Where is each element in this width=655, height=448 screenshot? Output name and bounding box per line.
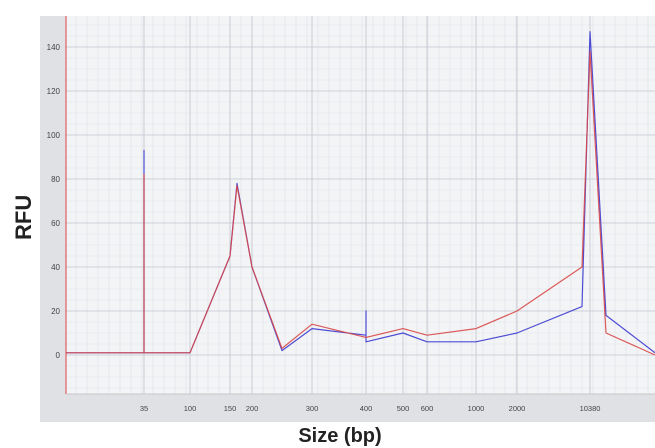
x-tick-label: 400 [360,404,373,413]
y-tick-label: 20 [51,307,60,316]
x-tick-labels: 35 100 150 200 300 400 500 600 1000 2000 10380 [140,404,601,413]
y-tick-label: 120 [47,87,61,96]
y-tick-label: 100 [47,131,61,140]
y-tick-label: 0 [56,351,61,360]
x-tick-label: 300 [306,404,319,413]
x-tick-label: 500 [397,404,410,413]
y-axis-label: RFU [11,194,36,240]
series-layer [66,31,655,356]
x-axis-label: Size (bp) [298,425,382,447]
y-tick-label: 140 [47,43,61,52]
x-tick-label: 10380 [580,404,601,413]
x-axis-band [66,394,655,422]
x-tick-label: 200 [246,404,259,413]
y-tick-labels: 0 20 40 60 80 100 120 140 [47,43,61,360]
y-tick-label: 80 [51,175,60,184]
plot-background [66,16,655,394]
major-gridlines [66,16,655,394]
y-tick-label: 60 [51,219,60,228]
x-tick-label: 150 [224,404,237,413]
red-trace [66,50,655,356]
x-tick-label: 600 [421,404,434,413]
x-tick-label: 1000 [468,404,485,413]
y-tick-label: 40 [51,263,60,272]
x-tick-label: 100 [184,404,197,413]
x-tick-label: 2000 [509,404,526,413]
x-tick-label: 35 [140,404,148,413]
y-axis-band [40,16,66,422]
